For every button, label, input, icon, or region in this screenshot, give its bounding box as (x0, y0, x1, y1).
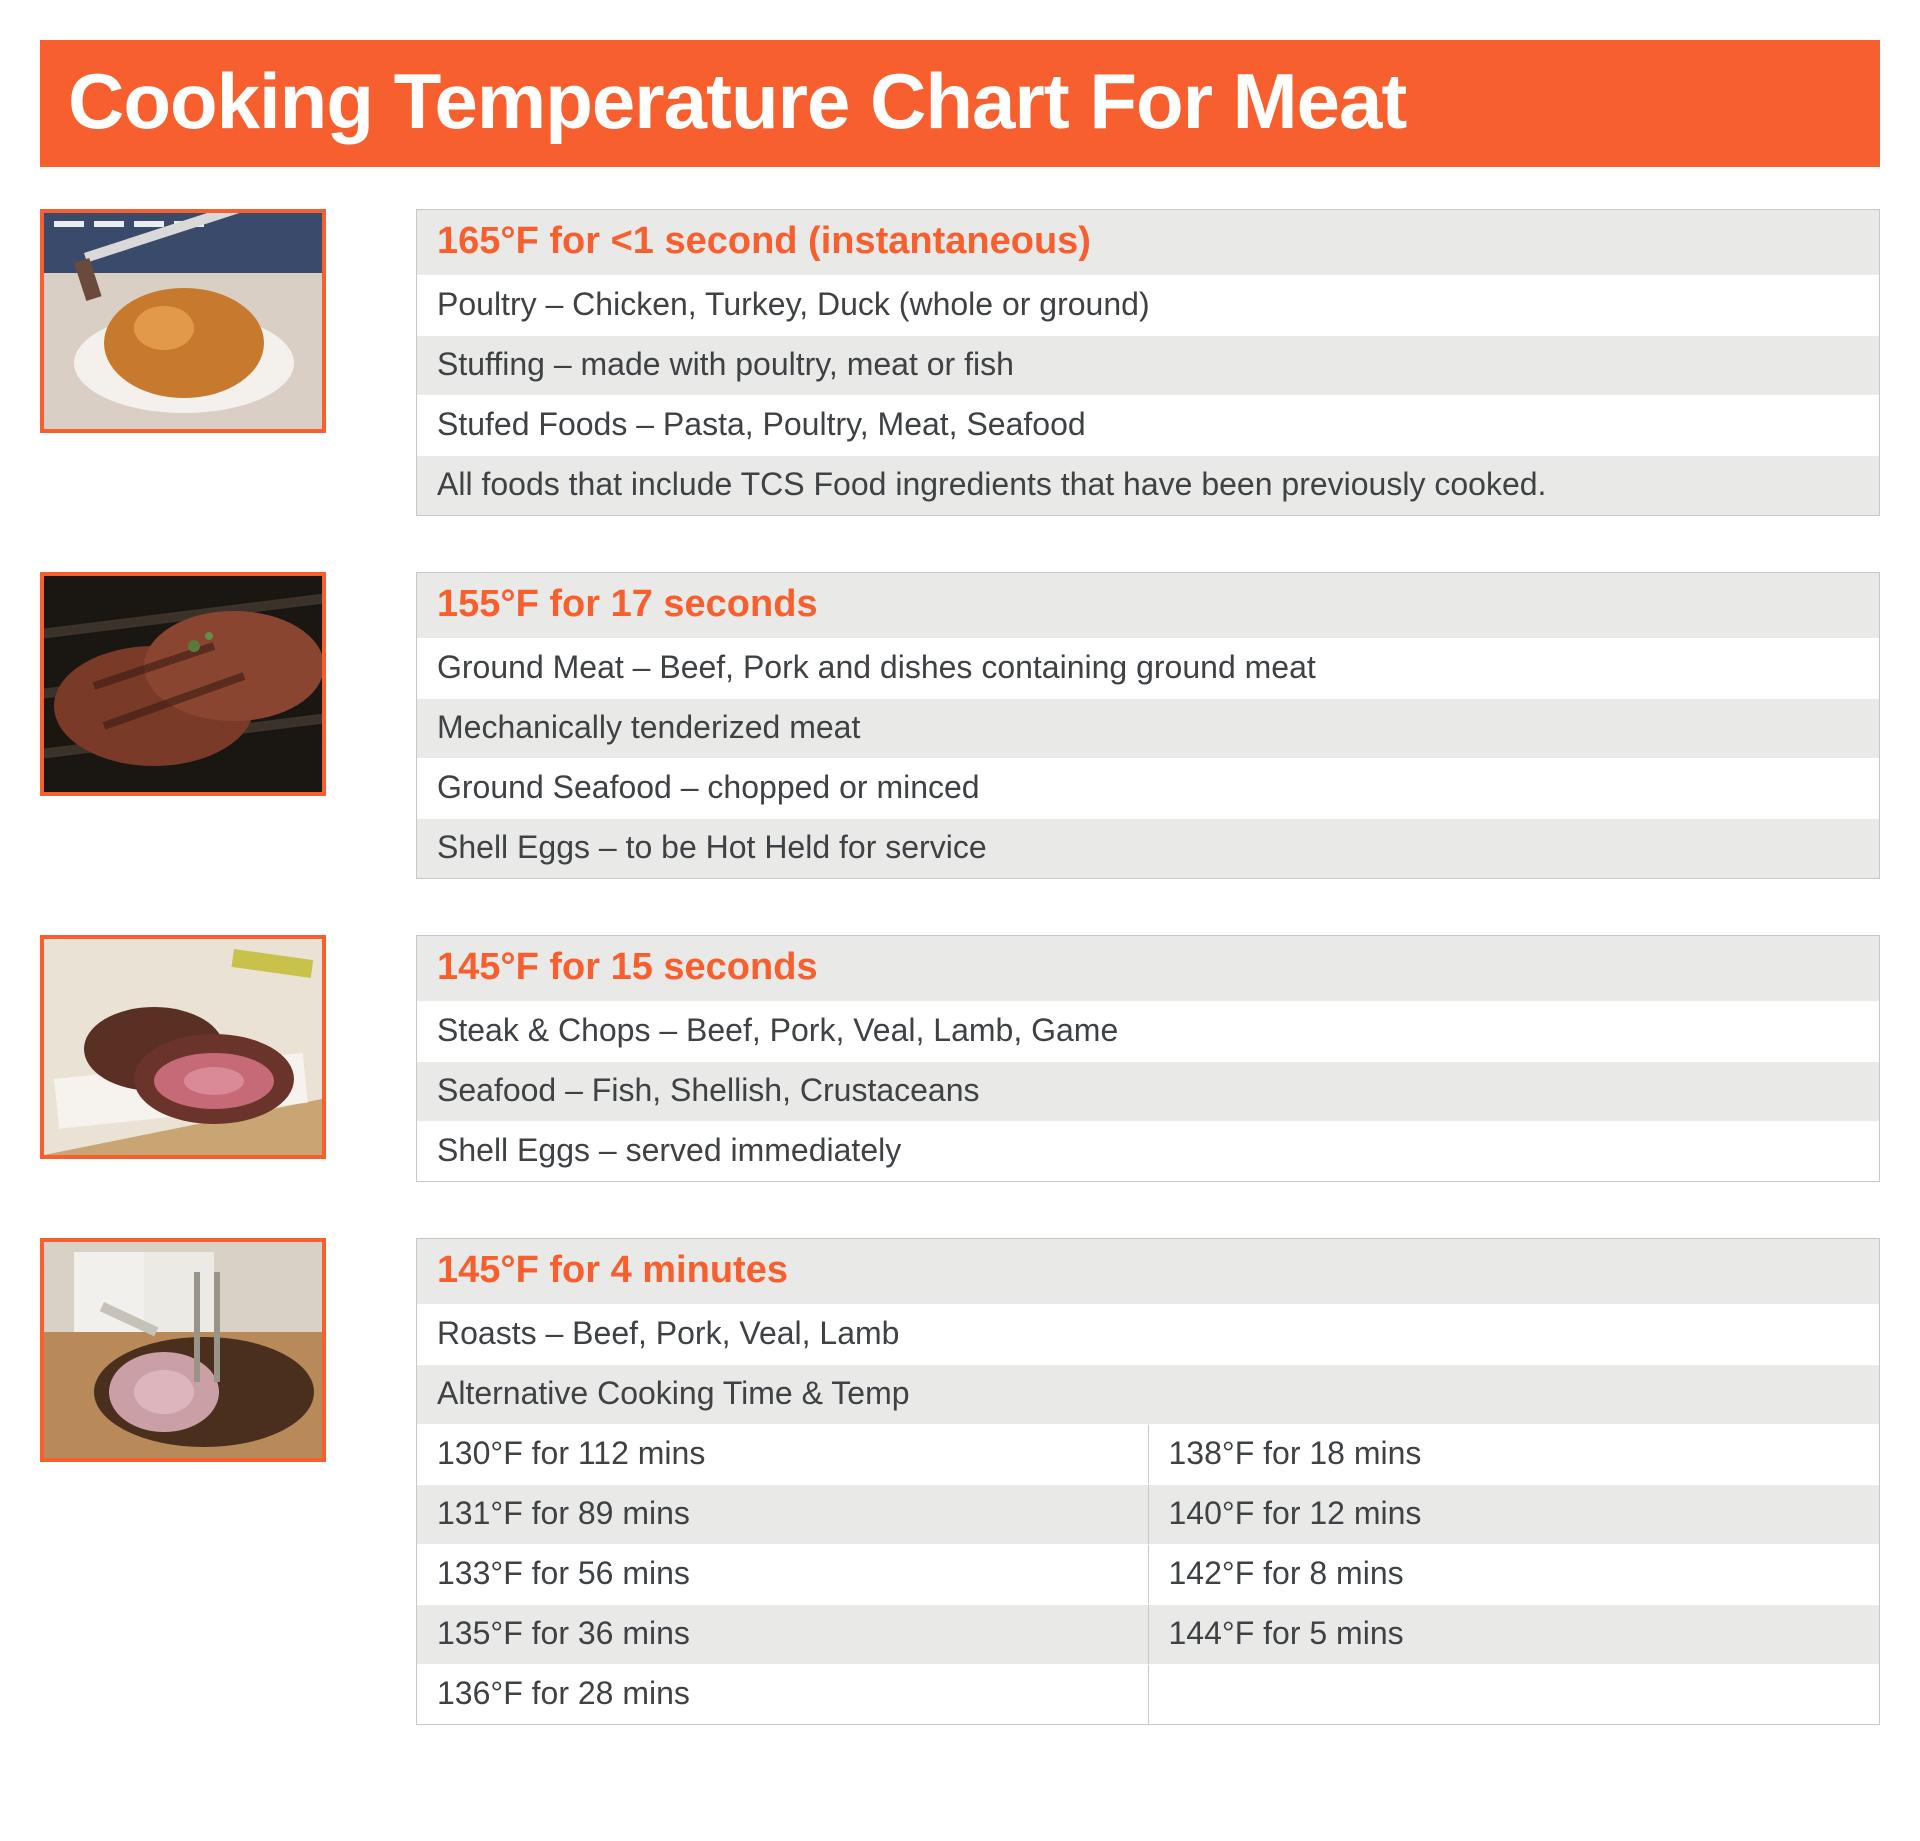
temp-row: Mechanically tenderized meat (417, 698, 1879, 758)
temp-split-row: 136°F for 28 mins (417, 1664, 1879, 1724)
temp-table: 155°F for 17 secondsGround Meat – Beef, … (416, 572, 1880, 879)
temp-row: Steak & Chops – Beef, Pork, Veal, Lamb, … (417, 1001, 1879, 1061)
temp-split-cell: 138°F for 18 mins (1148, 1425, 1880, 1484)
temp-split-cell: 142°F for 8 mins (1148, 1545, 1880, 1604)
ground-thumbnail (40, 572, 326, 796)
temp-table: 145°F for 4 minutesRoasts – Beef, Pork, … (416, 1238, 1880, 1725)
temp-split-row: 133°F for 56 mins142°F for 8 mins (417, 1544, 1879, 1604)
steak-thumbnail (40, 935, 326, 1159)
temp-split-cell: 133°F for 56 mins (417, 1545, 1148, 1604)
poultry-thumbnail (40, 209, 326, 433)
temp-row: Seafood – Fish, Shellish, Crustaceans (417, 1061, 1879, 1121)
temp-row: Stufed Foods – Pasta, Poultry, Meat, Sea… (417, 395, 1879, 455)
temp-row: Shell Eggs – served immediately (417, 1121, 1879, 1181)
temp-split-cell: 144°F for 5 mins (1148, 1605, 1880, 1664)
temp-split-cell: 136°F for 28 mins (417, 1665, 1148, 1724)
temp-row: Stuffing – made with poultry, meat or fi… (417, 335, 1879, 395)
roast-thumbnail (40, 1238, 326, 1462)
temp-row: All foods that include TCS Food ingredie… (417, 455, 1879, 515)
temp-header: 165°F for <1 second (instantaneous) (417, 210, 1879, 275)
temp-section: 165°F for <1 second (instantaneous)Poult… (40, 209, 1880, 516)
temp-row: Alternative Cooking Time & Temp (417, 1364, 1879, 1424)
temp-split-row: 130°F for 112 mins138°F for 18 mins (417, 1424, 1879, 1484)
temp-row: Shell Eggs – to be Hot Held for service (417, 818, 1879, 878)
page-title: Cooking Temperature Chart For Meat (68, 57, 1406, 145)
temp-split-cell: 130°F for 112 mins (417, 1425, 1148, 1484)
temp-split-row: 135°F for 36 mins144°F for 5 mins (417, 1604, 1879, 1664)
temp-split-cell (1148, 1665, 1880, 1724)
temp-row: Ground Seafood – chopped or minced (417, 758, 1879, 818)
temp-header: 145°F for 4 minutes (417, 1239, 1879, 1304)
temp-split-cell: 131°F for 89 mins (417, 1485, 1148, 1544)
page-title-banner: Cooking Temperature Chart For Meat (40, 40, 1880, 167)
temp-row: Poultry – Chicken, Turkey, Duck (whole o… (417, 275, 1879, 335)
temp-table: 165°F for <1 second (instantaneous)Poult… (416, 209, 1880, 516)
temp-header: 155°F for 17 seconds (417, 573, 1879, 638)
temp-split-cell: 140°F for 12 mins (1148, 1485, 1880, 1544)
temp-section: 145°F for 4 minutesRoasts – Beef, Pork, … (40, 1238, 1880, 1725)
temp-split-row: 131°F for 89 mins140°F for 12 mins (417, 1484, 1879, 1544)
temp-header: 145°F for 15 seconds (417, 936, 1879, 1001)
temp-split-cell: 135°F for 36 mins (417, 1605, 1148, 1664)
temp-row: Ground Meat – Beef, Pork and dishes cont… (417, 638, 1879, 698)
temp-section: 145°F for 15 secondsSteak & Chops – Beef… (40, 935, 1880, 1182)
temp-section: 155°F for 17 secondsGround Meat – Beef, … (40, 572, 1880, 879)
temp-table: 145°F for 15 secondsSteak & Chops – Beef… (416, 935, 1880, 1182)
temp-row: Roasts – Beef, Pork, Veal, Lamb (417, 1304, 1879, 1364)
